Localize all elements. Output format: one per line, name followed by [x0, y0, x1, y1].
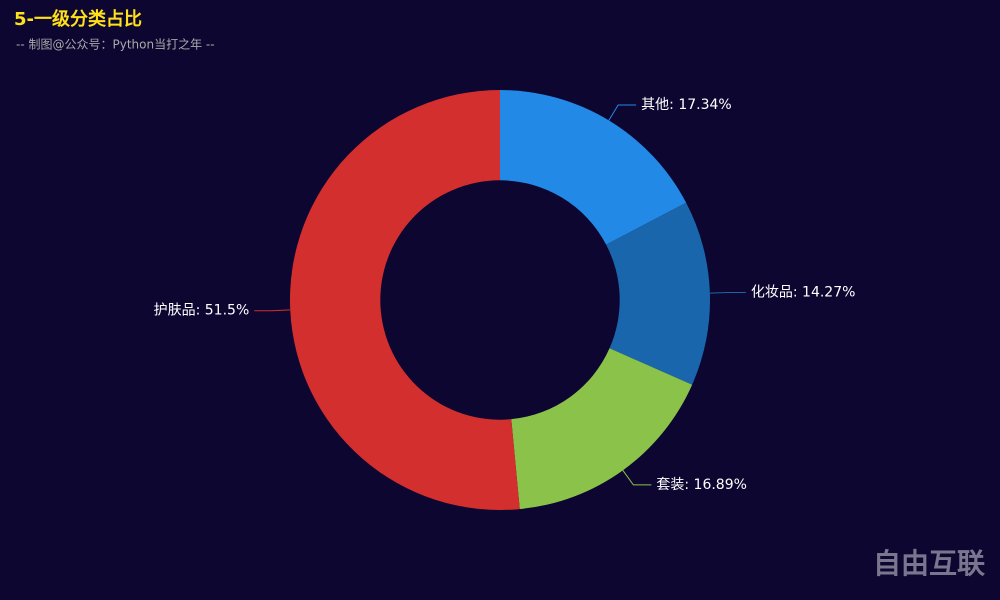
label-line	[622, 470, 652, 486]
label-name: 护肤品	[154, 303, 196, 319]
chart-subtitle: -- 制图@公众号：Python当打之年 --	[16, 38, 215, 52]
watermark: 自由互联	[873, 547, 985, 580]
slice	[500, 90, 687, 245]
label-value: 51.5%	[205, 303, 249, 319]
data-label: 护肤品: 51.5%	[154, 303, 250, 319]
label-name: 其他	[641, 97, 669, 113]
label-line	[709, 291, 746, 294]
label-line	[608, 104, 637, 121]
slice	[290, 90, 520, 510]
label-separator: :	[669, 97, 678, 113]
label-separator: :	[793, 284, 802, 300]
slice	[511, 348, 693, 510]
label-line	[254, 309, 291, 312]
chart-title: 5-一级分类占比	[14, 8, 142, 30]
label-value: 17.34%	[678, 97, 731, 113]
label-value: 14.27%	[802, 284, 855, 300]
label-value: 16.89%	[694, 477, 747, 493]
label-name: 套装	[656, 477, 684, 493]
label-separator: :	[684, 477, 693, 493]
data-label: 其他: 17.34%	[641, 97, 732, 113]
label-name: 化妆品	[751, 284, 793, 300]
data-label: 化妆品: 14.27%	[751, 284, 856, 300]
slice	[606, 202, 711, 385]
data-label: 套装: 16.89%	[656, 477, 747, 493]
label-separator: :	[196, 303, 205, 319]
